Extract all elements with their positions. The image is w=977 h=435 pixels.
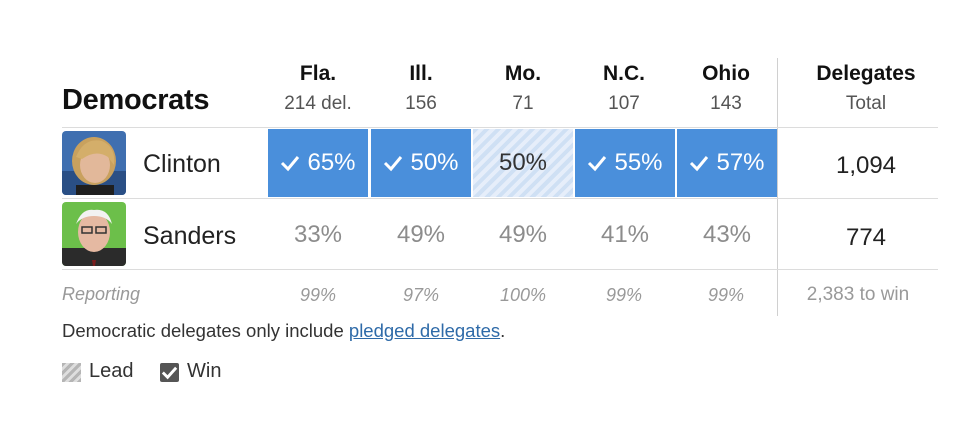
column-divider (777, 58, 778, 316)
row-divider (62, 127, 938, 128)
result-cell-sanders-ill: 49% (371, 201, 471, 269)
avatar-clinton (62, 131, 126, 195)
reporting-value: 97% (402, 285, 440, 305)
check-icon (690, 156, 709, 172)
avatar-sanders (62, 202, 126, 266)
reporting-value: 100% (499, 285, 547, 305)
result-cell-clinton-fla: 65% (268, 129, 368, 197)
delegates-to-win: 2,383 to win (806, 284, 910, 305)
result-value: 33% (293, 221, 343, 248)
result-value: 49% (498, 221, 548, 248)
result-cell-clinton-mo: 50% (473, 129, 573, 197)
delegates-subtitle: Total (845, 93, 887, 114)
state-header-mo: Mo. 71 (471, 62, 575, 116)
row-divider (62, 198, 938, 199)
result-cell-sanders-nc: 41% (575, 201, 675, 269)
state-header-ill: Ill. 156 (369, 62, 473, 116)
win-legend-swatch (160, 363, 179, 382)
state-name: Fla. (299, 62, 337, 85)
state-delegates: 71 (512, 93, 534, 114)
pledged-delegates-link[interactable]: pledged delegates (348, 320, 501, 341)
state-header-ohio: Ohio 143 (674, 62, 778, 116)
state-name: Ill. (409, 62, 433, 85)
result-value: 43% (702, 221, 752, 248)
check-icon (161, 366, 178, 380)
result-cell-clinton-ill: 50% (371, 129, 471, 197)
result-cell-sanders-ohio: 43% (677, 201, 777, 269)
result-cell-sanders-fla: 33% (268, 201, 368, 269)
result-value: 55% (614, 149, 663, 176)
note-text: Democratic delegates only include (62, 320, 349, 341)
party-title: Democrats (62, 84, 210, 116)
state-header-nc: N.C. 107 (572, 62, 676, 116)
reporting-value: 99% (707, 285, 745, 305)
candidate-name-sanders: Sanders (143, 222, 237, 250)
result-cell-clinton-ohio: 57% (677, 129, 777, 197)
state-delegates: 214 del. (284, 93, 352, 114)
state-name: Mo. (504, 62, 542, 85)
result-value: 49% (396, 221, 446, 248)
state-name: Ohio (702, 62, 750, 85)
result-cell-sanders-mo: 49% (473, 201, 573, 269)
delegate-total-clinton: 1,094 (835, 152, 897, 179)
reporting-label: Reporting (62, 284, 141, 304)
lead-legend-swatch (62, 363, 81, 382)
reporting-value: 99% (299, 285, 337, 305)
delegates-note: Democratic delegates only include pledge… (62, 320, 505, 342)
delegates-header: Delegates Total (786, 62, 946, 116)
row-divider (62, 269, 938, 270)
result-value: 50% (410, 149, 459, 176)
state-name: N.C. (603, 62, 645, 85)
result-value: 65% (307, 149, 356, 176)
candidate-name-clinton: Clinton (143, 150, 221, 178)
check-icon (281, 156, 300, 172)
check-icon (588, 156, 607, 172)
delegate-total-sanders: 774 (845, 224, 887, 251)
state-header-fla: Fla. 214 del. (266, 62, 370, 116)
check-icon (384, 156, 403, 172)
result-value: 41% (600, 221, 650, 248)
win-legend-label: Win (187, 360, 222, 382)
note-suffix: . (500, 320, 506, 341)
state-delegates: 156 (405, 93, 437, 114)
state-delegates: 107 (608, 93, 640, 114)
delegates-title: Delegates (816, 62, 916, 85)
reporting-value: 99% (605, 285, 643, 305)
result-value: 50% (498, 149, 548, 176)
result-cell-clinton-nc: 55% (575, 129, 675, 197)
state-delegates: 143 (710, 93, 742, 114)
result-value: 57% (716, 149, 765, 176)
lead-legend-label: Lead (89, 360, 134, 382)
